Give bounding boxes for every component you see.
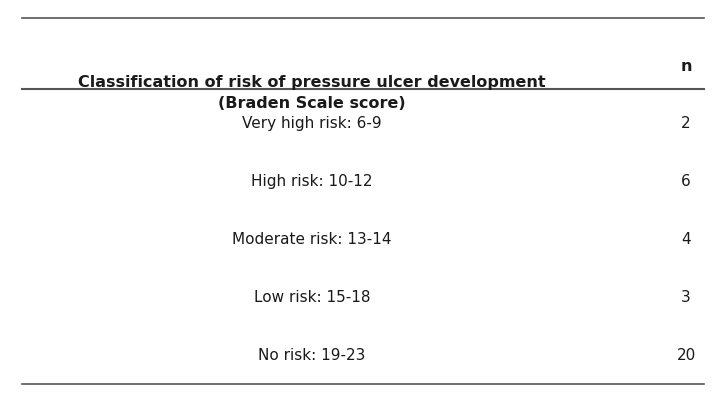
- Text: 3: 3: [681, 290, 691, 305]
- Text: 4: 4: [681, 232, 691, 247]
- Text: High risk: 10-12: High risk: 10-12: [251, 174, 373, 189]
- Text: 2: 2: [681, 116, 691, 131]
- Text: Low risk: 15-18: Low risk: 15-18: [254, 290, 370, 305]
- Text: 20: 20: [677, 348, 696, 363]
- Text: Moderate risk: 13-14: Moderate risk: 13-14: [232, 232, 392, 247]
- Text: No risk: 19-23: No risk: 19-23: [258, 348, 366, 363]
- Text: 6: 6: [681, 174, 691, 189]
- Text: Classification of risk of pressure ulcer development
(Braden Scale score): Classification of risk of pressure ulcer…: [78, 75, 546, 111]
- Text: n: n: [680, 59, 692, 74]
- Text: Very high risk: 6-9: Very high risk: 6-9: [242, 116, 382, 131]
